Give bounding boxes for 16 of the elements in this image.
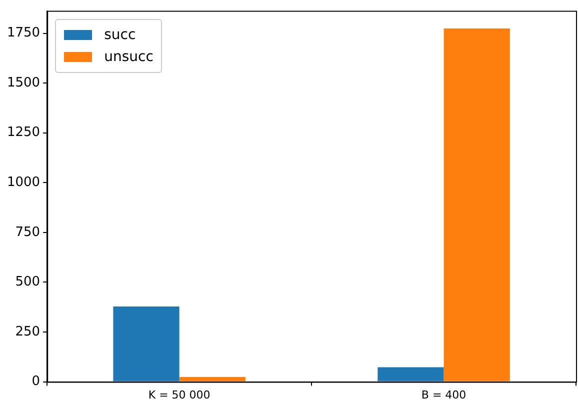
y-tick-label: 1250	[6, 125, 40, 140]
legend-label: unsucc	[104, 48, 154, 65]
bar	[113, 306, 180, 382]
legend-label: succ	[104, 26, 136, 43]
bar	[378, 367, 444, 382]
x-tick-label: B = 400	[421, 388, 466, 402]
y-tick-label: 1500	[6, 75, 40, 90]
y-tick-label: 750	[15, 224, 40, 240]
y-tick-label: 0	[32, 374, 40, 390]
x-tick-label: K = 50 000	[148, 388, 210, 402]
bar	[179, 377, 246, 382]
y-tick-label: 250	[15, 324, 40, 340]
bar	[444, 28, 510, 382]
y-tick-label: 500	[15, 274, 40, 290]
y-tick-label: 1000	[6, 175, 40, 190]
y-tick-label: 1750	[6, 26, 40, 41]
